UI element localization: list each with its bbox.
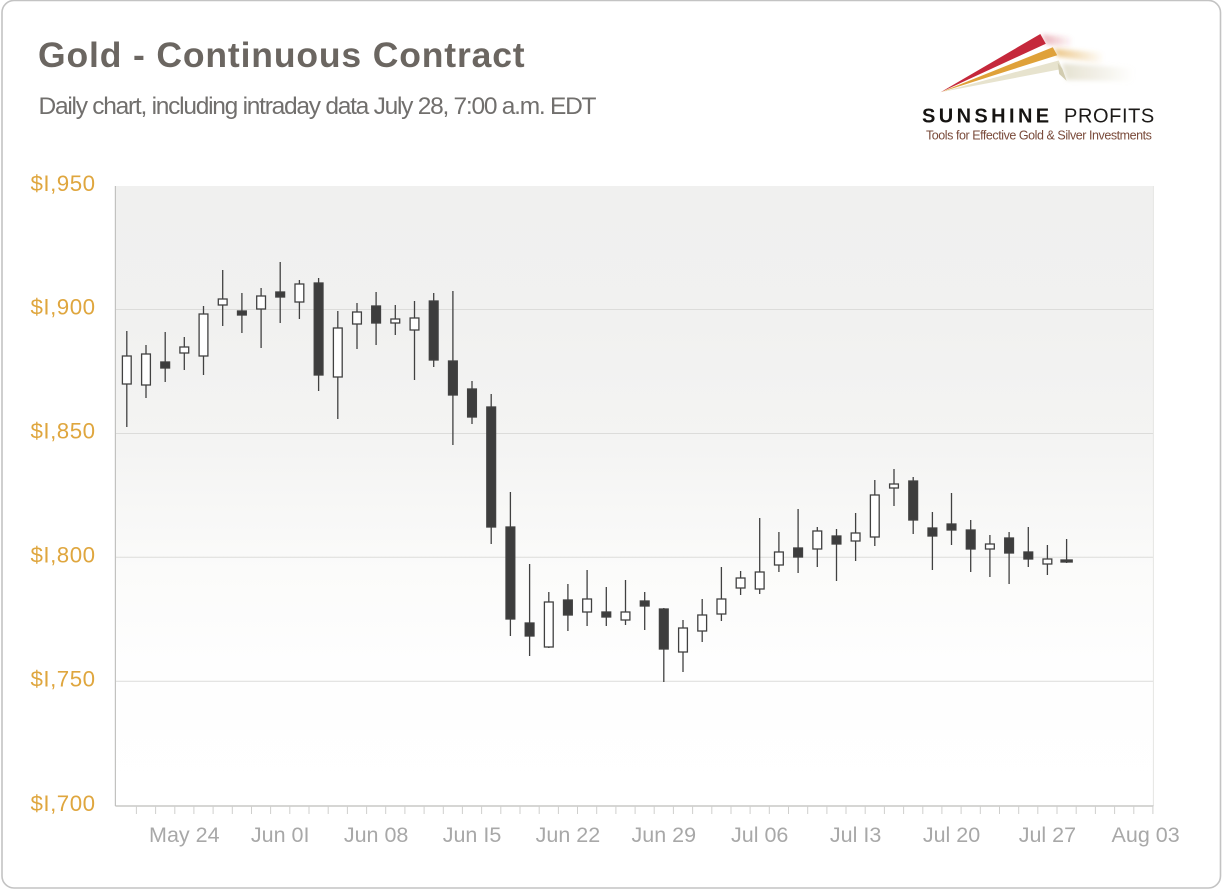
svg-text:$I,900: $I,900 [31, 295, 96, 320]
svg-text:$I,700: $I,700 [31, 791, 96, 816]
svg-text:Jun 29: Jun 29 [632, 823, 697, 847]
svg-text:PROFITS: PROFITS [1064, 106, 1155, 128]
svg-text:$I,800: $I,800 [31, 542, 96, 567]
svg-text:$I,950: $I,950 [31, 171, 96, 196]
svg-text:Daily chart, including intrada: Daily chart, including intraday data Jul… [39, 93, 597, 120]
svg-text:Jun 22: Jun 22 [536, 823, 601, 847]
svg-text:Tools for Effective Gold & Sil: Tools for Effective Gold & Silver Invest… [926, 129, 1152, 143]
svg-text:May 24: May 24 [149, 823, 220, 847]
svg-text:$I,850: $I,850 [31, 419, 96, 444]
svg-text:Aug 03: Aug 03 [1112, 823, 1180, 847]
svg-text:Jun I5: Jun I5 [443, 823, 502, 847]
svg-text:Jul 20: Jul 20 [923, 823, 980, 847]
svg-text:SUNSHINE: SUNSHINE [922, 106, 1053, 128]
svg-text:Jul 06: Jul 06 [731, 823, 788, 847]
svg-text:$I,750: $I,750 [31, 666, 96, 691]
svg-text:Gold - Continuous Contract: Gold - Continuous Contract [38, 35, 525, 75]
svg-text:Jul I3: Jul I3 [830, 823, 881, 847]
svg-text:Jul 27: Jul 27 [1019, 823, 1076, 847]
svg-text:Jun 08: Jun 08 [344, 823, 409, 847]
svg-text:Jun 0I: Jun 0I [251, 823, 310, 847]
